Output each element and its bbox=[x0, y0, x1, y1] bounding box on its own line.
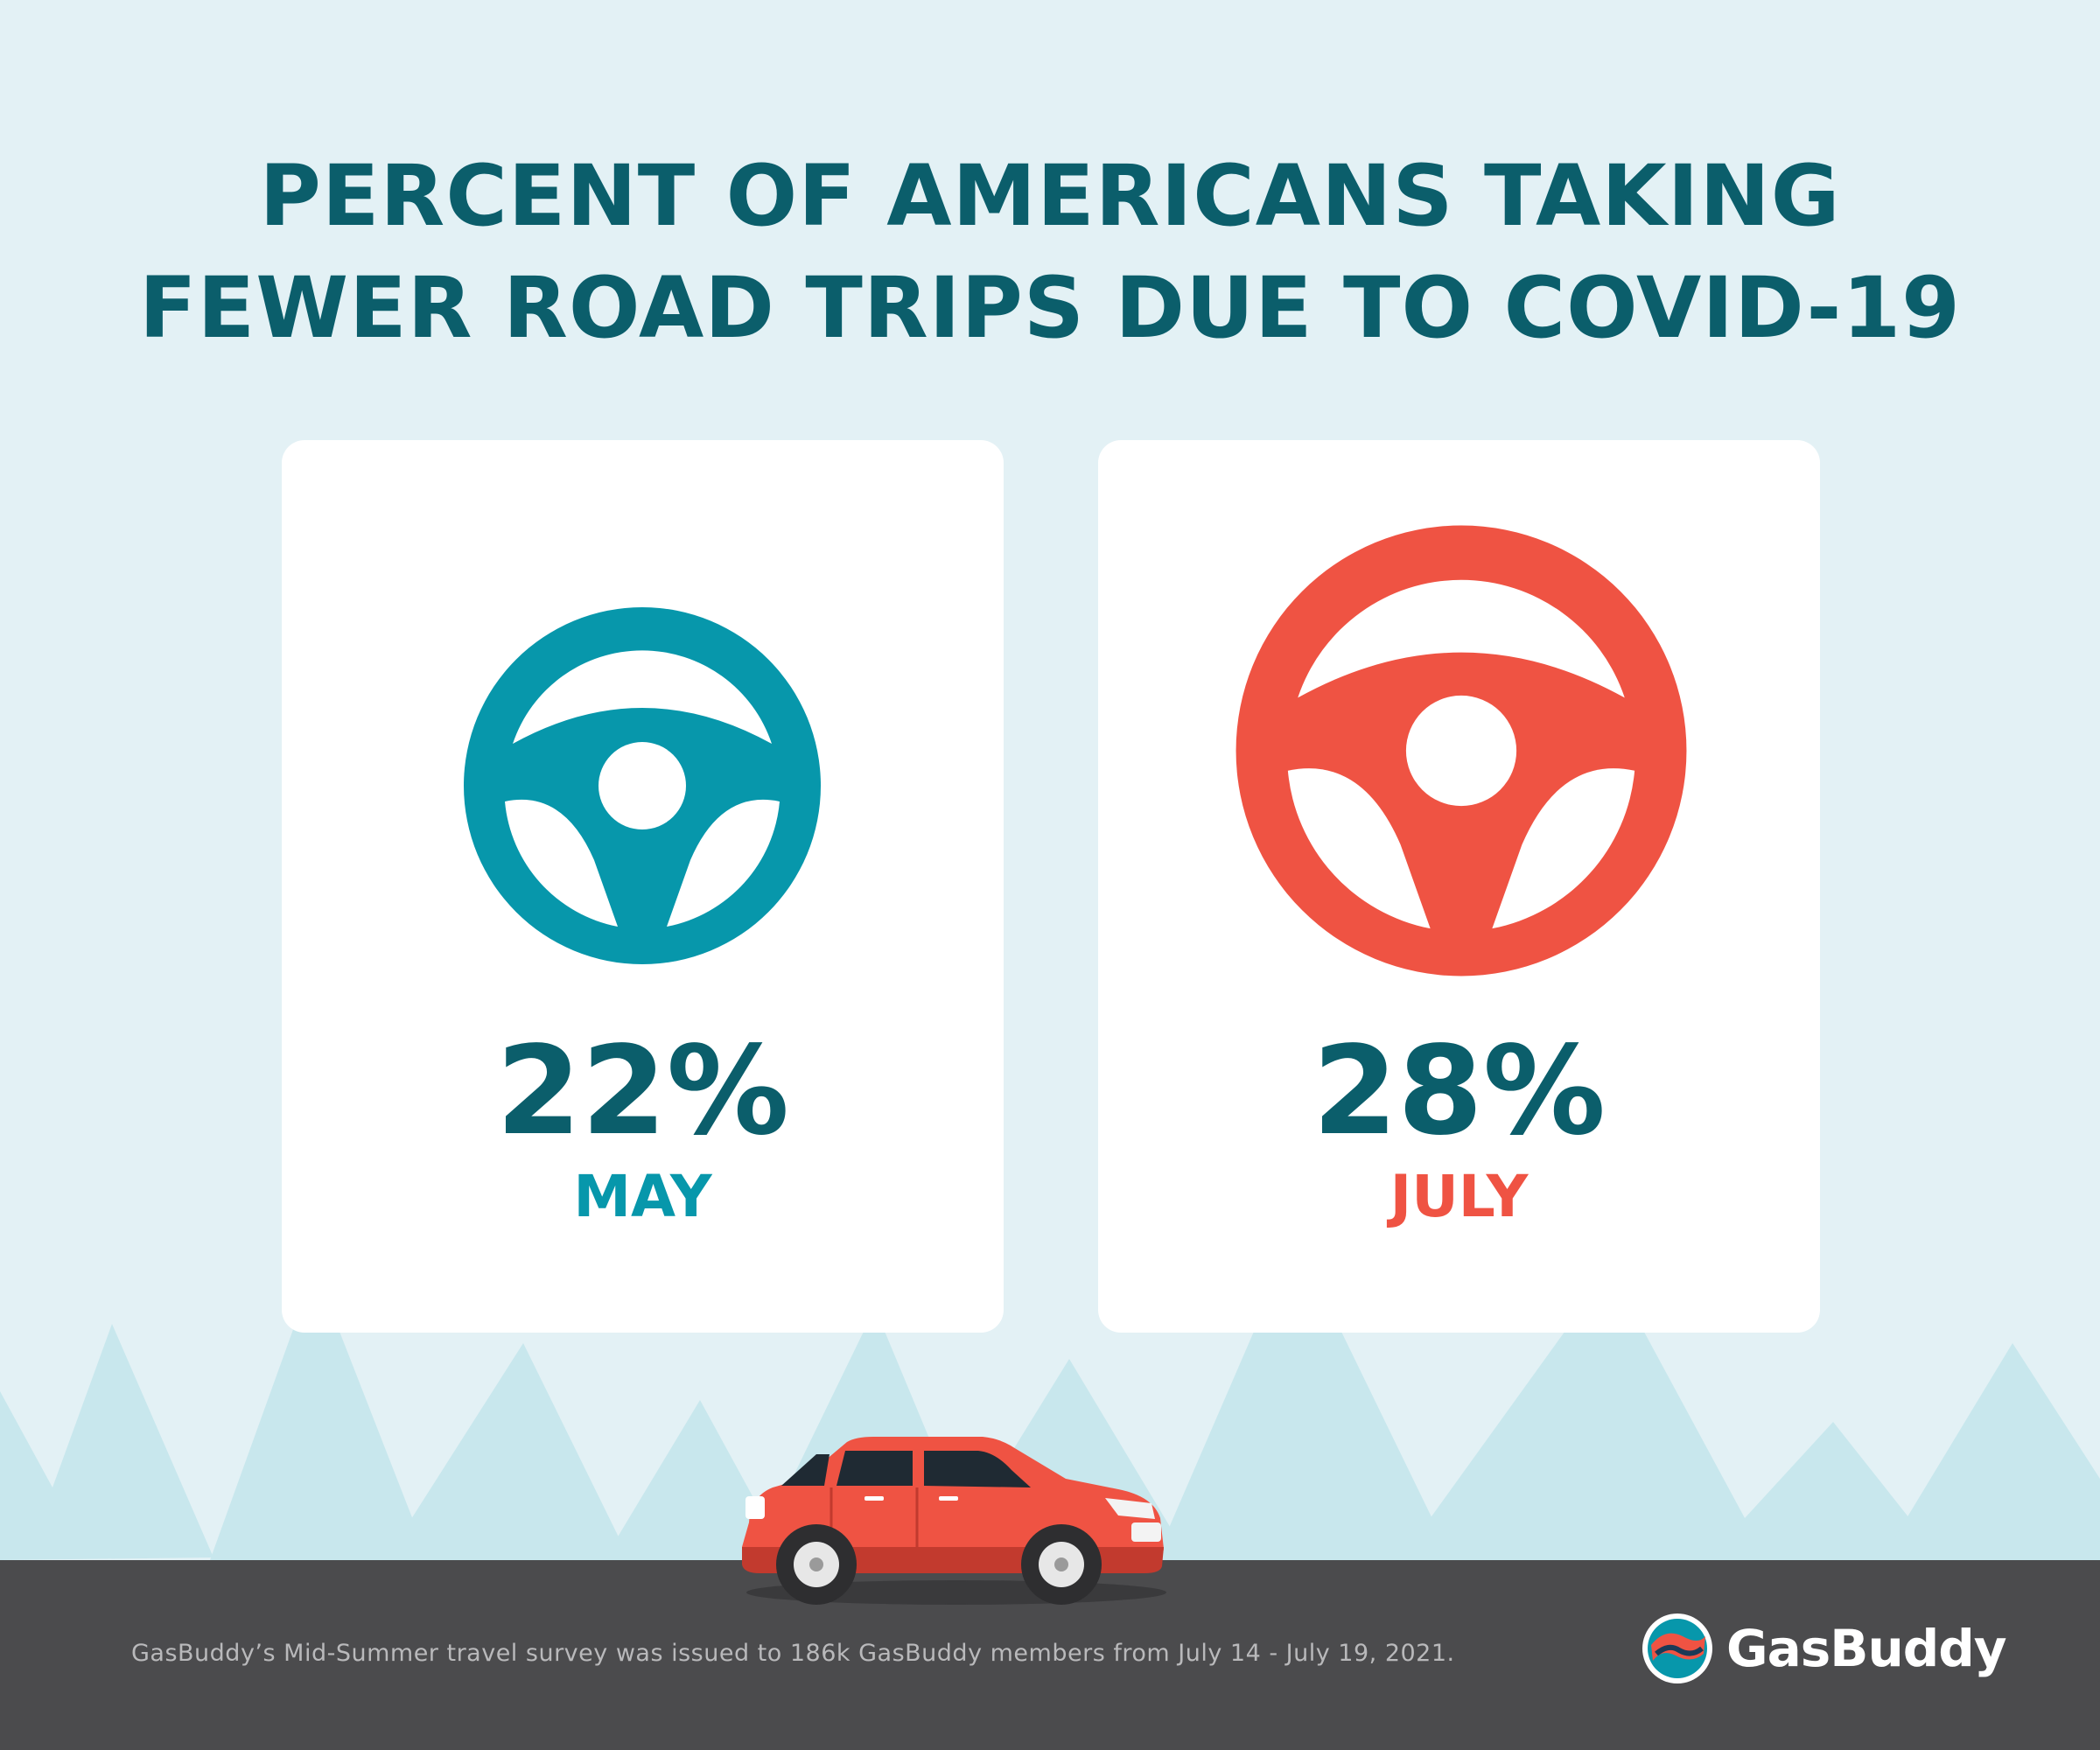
steering-wheel-icon bbox=[1236, 525, 1687, 976]
page-title: PERCENT OF AMERICANS TAKING FEWER ROAD T… bbox=[0, 140, 2100, 364]
stat-card-july: 28% JULY bbox=[1098, 440, 1820, 1333]
gasbuddy-logo-icon bbox=[1642, 1614, 1712, 1684]
july-percent: 28% bbox=[1312, 1020, 1606, 1163]
survey-footnote: GasBuddy’s Mid-Summer travel survey was … bbox=[131, 1640, 1455, 1667]
gasbuddy-wordmark: GasBuddy bbox=[1726, 1619, 2007, 1678]
title-line-1: PERCENT OF AMERICANS TAKING bbox=[259, 147, 1841, 245]
july-label: JULY bbox=[1390, 1163, 1529, 1230]
title-line-2: FEWER ROAD TRIPS DUE TO COVID-19 bbox=[139, 259, 1961, 357]
gasbuddy-logo: GasBuddy bbox=[1639, 1610, 2007, 1689]
stat-card-may: 22% MAY bbox=[282, 440, 1004, 1333]
may-label: MAY bbox=[573, 1163, 712, 1230]
car-icon bbox=[742, 1437, 1166, 1605]
steering-wheel-icon bbox=[464, 607, 821, 964]
may-percent: 22% bbox=[495, 1020, 790, 1163]
